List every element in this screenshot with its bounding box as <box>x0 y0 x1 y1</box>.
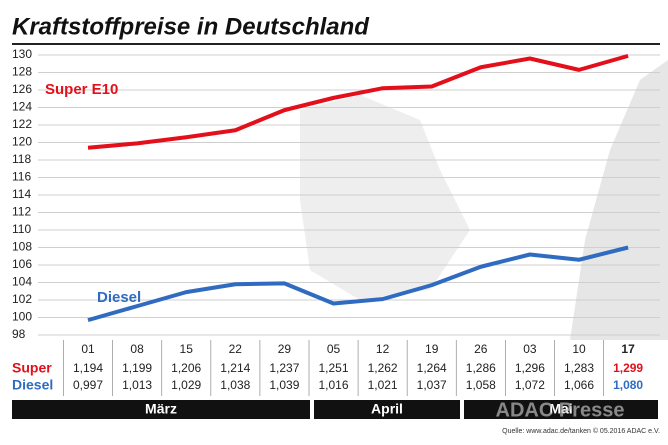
value-label: 1,206 <box>171 361 201 375</box>
value-label: 1,072 <box>515 378 545 392</box>
value-label: 1,021 <box>368 378 398 392</box>
y-tick-label: 116 <box>12 170 31 184</box>
y-tick-label: 98 <box>12 327 26 341</box>
value-label: 1,283 <box>564 361 594 375</box>
y-tick-label: 106 <box>12 257 32 271</box>
month-bar <box>12 400 310 419</box>
month-bar <box>464 400 658 419</box>
car-shape <box>570 60 668 340</box>
x-tick-label: 17 <box>621 342 635 356</box>
value-label: 1,066 <box>564 378 594 392</box>
y-tick-label: 128 <box>12 65 32 79</box>
value-label: 1,058 <box>466 378 496 392</box>
y-tick-label: 112 <box>12 205 31 219</box>
watermark: ADAC Presse <box>496 399 625 421</box>
value-label: 1,013 <box>122 378 152 392</box>
y-tick-label: 118 <box>12 152 31 166</box>
x-tick-label: 08 <box>130 342 144 356</box>
month-label: März <box>145 401 177 417</box>
x-tick-label: 12 <box>376 342 390 356</box>
value-label: 1,264 <box>417 361 447 375</box>
source: Quelle: www.adac.de/tanken © 05.2016 ADA… <box>502 427 660 435</box>
map-shape <box>300 95 470 300</box>
row-label: Super <box>12 360 52 376</box>
y-tick-label: 124 <box>12 100 32 114</box>
value-label: 1,029 <box>171 378 201 392</box>
x-tick-label: 29 <box>278 342 292 356</box>
month-label: April <box>371 401 403 417</box>
x-tick-label: 03 <box>523 342 537 356</box>
value-label: 1,214 <box>220 361 250 375</box>
y-tick-label: 108 <box>12 240 32 254</box>
value-label: 1,194 <box>73 361 103 375</box>
y-tick-label: 126 <box>12 82 32 96</box>
x-tick-label: 15 <box>180 342 194 356</box>
value-label: 0,997 <box>73 378 103 392</box>
chart-title: Kraftstoffpreise in Deutschland <box>12 13 370 40</box>
value-label: 1,296 <box>515 361 545 375</box>
series-line <box>87 53 629 150</box>
x-tick-label: 19 <box>425 342 439 356</box>
x-tick-label: 10 <box>572 342 586 356</box>
value-label: 1,016 <box>318 378 348 392</box>
series-label: Diesel <box>97 289 141 306</box>
y-tick-label: 104 <box>12 275 32 289</box>
value-label: 1,038 <box>220 378 250 392</box>
y-tick-label: 100 <box>12 310 32 324</box>
y-tick-label: 120 <box>12 135 32 149</box>
x-tick-label: 01 <box>81 342 95 356</box>
value-label: 1,199 <box>122 361 152 375</box>
y-tick-label: 110 <box>12 222 31 236</box>
value-label: 1,299 <box>613 361 643 375</box>
value-label: 1,237 <box>269 361 299 375</box>
y-tick-label: 102 <box>12 292 32 306</box>
x-tick-label: 22 <box>229 342 243 356</box>
y-tick-label: 130 <box>12 47 32 61</box>
month-bar <box>314 400 460 419</box>
value-label: 1,262 <box>368 361 398 375</box>
value-label: 1,080 <box>613 378 643 392</box>
y-tick-label: 122 <box>12 117 32 131</box>
value-label: 1,039 <box>269 378 299 392</box>
series-label: Super E10 <box>45 81 118 98</box>
value-label: 1,037 <box>417 378 447 392</box>
month-label: Mai <box>549 401 572 417</box>
x-tick-label: 26 <box>474 342 488 356</box>
x-tick-label: 05 <box>327 342 341 356</box>
row-label: Diesel <box>12 377 53 393</box>
value-label: 1,286 <box>466 361 496 375</box>
y-tick-label: 114 <box>12 187 31 201</box>
series-line <box>87 245 629 323</box>
value-label: 1,251 <box>318 361 348 375</box>
